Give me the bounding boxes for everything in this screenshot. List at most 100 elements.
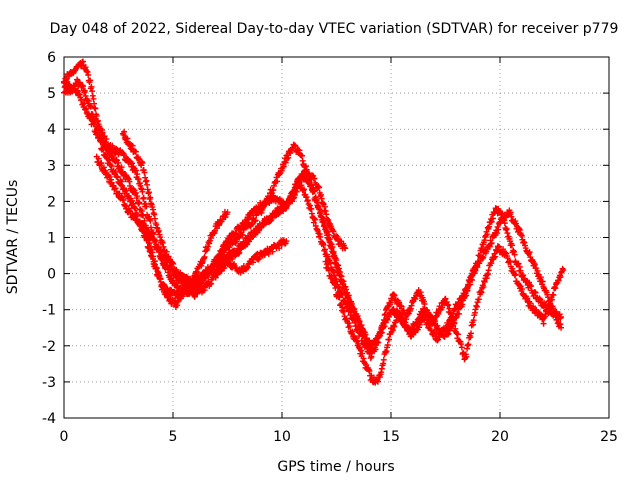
data-point xyxy=(422,313,429,320)
data-point xyxy=(325,267,332,274)
data-point xyxy=(316,184,323,191)
data-point xyxy=(91,121,98,128)
data-point xyxy=(458,344,465,351)
x-tick-label: 10 xyxy=(273,429,291,445)
data-point xyxy=(340,307,347,314)
data-point xyxy=(132,189,139,196)
data-point xyxy=(508,242,515,249)
data-point xyxy=(283,238,290,245)
data-point xyxy=(132,205,139,212)
y-tick-label: -1 xyxy=(42,303,56,319)
x-tick-label: 0 xyxy=(60,429,69,445)
data-point xyxy=(136,199,143,206)
data-point xyxy=(355,325,362,332)
data-point xyxy=(146,189,153,196)
series-track-f xyxy=(119,128,375,362)
data-point xyxy=(87,77,94,84)
data-point xyxy=(87,103,94,110)
data-point xyxy=(312,216,319,223)
data-point xyxy=(345,292,352,299)
data-point xyxy=(325,231,332,238)
axis-ticks: 0 5 10 15 20 25 -4 -3 -2 -1 0 1 2 3 4 5 6 xyxy=(42,50,618,445)
data-point xyxy=(201,253,208,260)
data-point xyxy=(480,283,487,290)
data-point xyxy=(558,313,565,320)
data-point xyxy=(367,348,374,355)
data-point xyxy=(112,185,119,192)
data-point xyxy=(549,296,556,303)
data-point xyxy=(139,188,146,195)
chart-title: Day 048 of 2022, Sidereal Day-to-day VTE… xyxy=(50,21,619,37)
data-point xyxy=(421,301,428,308)
data-point xyxy=(285,154,292,161)
data-point xyxy=(141,169,148,176)
data-point xyxy=(447,309,454,316)
data-point xyxy=(330,269,337,276)
data-point xyxy=(539,278,546,285)
data-point xyxy=(338,273,345,280)
y-tick-label: 6 xyxy=(47,50,56,66)
data-point xyxy=(488,218,495,225)
data-point xyxy=(81,100,88,107)
y-tick-label: 3 xyxy=(47,158,56,174)
data-point xyxy=(124,135,131,142)
data-point xyxy=(92,105,99,112)
data-point xyxy=(311,188,318,195)
data-point xyxy=(163,248,170,255)
data-point xyxy=(465,341,472,348)
data-point xyxy=(526,249,533,256)
data-point xyxy=(143,203,150,210)
data-point xyxy=(292,143,299,150)
y-tick-label: 4 xyxy=(47,122,56,138)
data-point xyxy=(384,342,391,349)
data-point xyxy=(495,226,502,233)
series-track-g xyxy=(322,207,565,386)
x-tick-label: 15 xyxy=(382,429,400,445)
data-point xyxy=(368,353,375,360)
data-point xyxy=(540,320,547,327)
data-point xyxy=(359,350,366,357)
data-point xyxy=(496,243,503,250)
y-tick-label: 2 xyxy=(47,194,56,210)
data-point xyxy=(132,167,139,174)
data-point xyxy=(335,265,342,272)
data-point xyxy=(95,155,102,162)
y-tick-label: -2 xyxy=(42,339,56,355)
data-point xyxy=(157,234,164,241)
data-point xyxy=(160,243,167,250)
data-point xyxy=(147,194,154,201)
data-point xyxy=(214,225,221,232)
data-point xyxy=(550,292,557,299)
data-point xyxy=(456,310,463,317)
data-point xyxy=(512,271,519,278)
x-tick-label: 25 xyxy=(600,429,618,445)
data-point xyxy=(276,245,283,252)
data-point xyxy=(515,260,522,267)
data-point xyxy=(208,269,215,276)
data-point xyxy=(81,87,88,94)
data-point xyxy=(493,230,500,237)
data-point xyxy=(103,136,110,143)
data-point xyxy=(492,253,499,260)
data-point xyxy=(534,267,541,274)
y-tick-label: 5 xyxy=(47,86,56,102)
data-point xyxy=(274,178,281,185)
data-point xyxy=(98,159,105,166)
data-point xyxy=(224,209,231,216)
data-point xyxy=(132,148,139,155)
data-point xyxy=(151,237,158,244)
data-point xyxy=(454,331,461,338)
x-tick-label: 5 xyxy=(169,429,178,445)
data-point xyxy=(332,285,339,292)
data-point xyxy=(346,323,353,330)
data-point xyxy=(223,259,230,266)
data-point xyxy=(121,128,128,135)
data-point xyxy=(484,231,491,238)
data-point xyxy=(490,215,497,222)
data-point xyxy=(140,194,147,201)
data-point xyxy=(475,296,482,303)
data-point xyxy=(425,319,432,326)
data-point xyxy=(129,142,136,149)
data-point xyxy=(560,266,567,273)
x-axis-label: GPS time / hours xyxy=(277,459,394,475)
